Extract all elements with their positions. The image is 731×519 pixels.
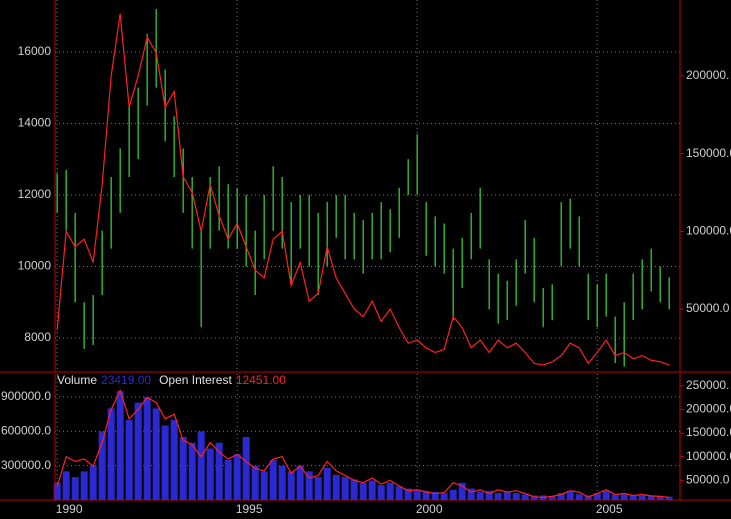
y2-tick-label: 50000.0 (686, 472, 730, 486)
x-tick-label: 2000 (416, 502, 443, 516)
volume-bar (476, 491, 484, 500)
volume-bar (80, 471, 88, 500)
legend: Volume 23419.00 Open Interest 12451.00 (57, 373, 286, 387)
volume-bar (260, 471, 268, 500)
volume-bar (530, 495, 538, 500)
legend-value: 12451.00 (236, 373, 286, 387)
y2-tick-label: 250000. (686, 378, 729, 392)
y-tick-label: 10000 (18, 259, 52, 273)
y2-tick-label: 150000.0 (686, 425, 731, 439)
volume-bar (620, 494, 628, 500)
legend-label: Volume (57, 373, 97, 387)
volume-bar (584, 495, 592, 500)
volume-bar (656, 496, 664, 500)
volume-bar (251, 465, 259, 500)
volume-bar (71, 477, 79, 500)
volume-bar (350, 479, 358, 500)
volume-bar (305, 471, 313, 500)
volume-bar (557, 493, 565, 500)
volume-bar (152, 408, 160, 500)
volume-bar (566, 490, 574, 500)
volume-bar (647, 495, 655, 500)
y2-tick-label: 100000.0 (686, 449, 731, 463)
y2-tick-label: 100000.0 (686, 223, 731, 237)
volume-bar (125, 419, 133, 500)
volume-bar (188, 442, 196, 500)
volume-bar (521, 494, 529, 500)
y2-tick-label: 200000. (686, 68, 729, 82)
y-tick-label: 600000.0 (1, 423, 51, 437)
volume-bar (170, 419, 178, 500)
volume-bar (494, 493, 502, 500)
volume-bar (62, 471, 70, 500)
y2-tick-label: 50000.0 (686, 301, 730, 315)
volume-bar (332, 474, 340, 500)
volume-bar (665, 496, 673, 500)
volume-bar (602, 490, 610, 500)
volume-bar (575, 494, 583, 500)
x-tick-label: 2005 (596, 502, 623, 516)
y-tick-label: 300000.0 (1, 458, 51, 472)
volume-bar (179, 437, 187, 500)
line (56, 13, 670, 366)
volume-bar (116, 391, 124, 500)
volume-bar (503, 491, 511, 500)
volume-bar (485, 490, 493, 500)
volume-bar (359, 482, 367, 500)
volume-bar (107, 408, 115, 500)
volume-bar (548, 496, 556, 500)
legend-label: Open Interest (159, 373, 232, 387)
volume-bar (143, 396, 151, 500)
volume-bar (467, 488, 475, 500)
volume-bar (638, 495, 646, 500)
volume-bar (377, 485, 385, 500)
volume-bar (224, 459, 232, 500)
legend-value: 23419.00 (101, 373, 151, 387)
volume-bar (449, 489, 457, 500)
y2-tick-label: 150000.0 (686, 146, 731, 160)
volume-bar (323, 467, 331, 500)
y-tick-label: 12000 (18, 187, 52, 201)
line (56, 388, 670, 498)
volume-bar (422, 490, 430, 500)
volume-bar (395, 486, 403, 500)
volume-bar (440, 493, 448, 500)
y-tick-label: 16000 (18, 44, 52, 58)
volume-bar (512, 493, 520, 500)
volume-bar (197, 431, 205, 500)
volume-bar (287, 471, 295, 500)
volume-bar (611, 494, 619, 500)
volume-bar (404, 488, 412, 500)
volume-bar (206, 448, 214, 500)
volume-bar (458, 482, 466, 500)
volume-bar (314, 477, 322, 500)
volume-bar (386, 482, 394, 500)
volume-bar (98, 431, 106, 500)
y-tick-label: 8000 (24, 330, 51, 344)
volume-bar (278, 465, 286, 500)
volume-bar (629, 495, 637, 500)
volume-bar (215, 442, 223, 500)
y-tick-label: 14000 (18, 116, 52, 130)
y-tick-label: 900000.0 (1, 389, 51, 403)
y2-tick-label: 200000.0 (686, 402, 731, 416)
volume-bar (242, 437, 250, 500)
x-tick-label: 1995 (236, 502, 263, 516)
volume-bar (53, 482, 61, 500)
volume-bar (368, 480, 376, 500)
volume-bar (413, 489, 421, 500)
volume-bar (161, 425, 169, 500)
volume-bar (269, 459, 277, 500)
volume-bar (593, 493, 601, 500)
volume-bar (233, 454, 241, 500)
x-tick-label: 1990 (56, 502, 83, 516)
volume-bar (341, 477, 349, 500)
volume-bar (134, 402, 142, 500)
volume-bar (296, 465, 304, 500)
volume-bar (431, 491, 439, 500)
volume-bar (89, 465, 97, 500)
